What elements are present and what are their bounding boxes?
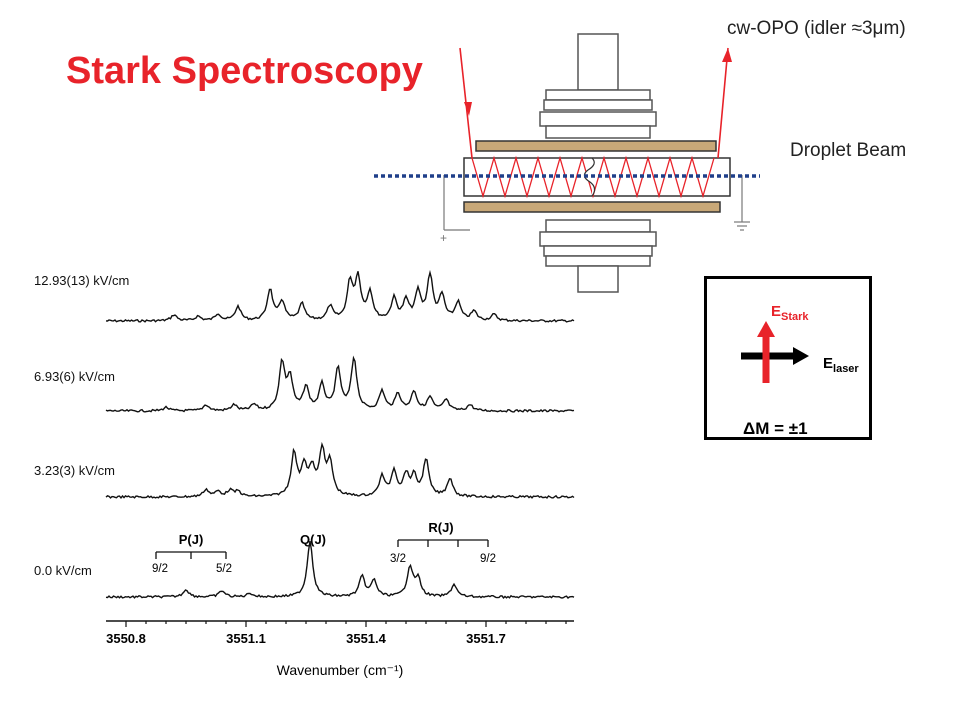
p-branch-label: P(J) xyxy=(179,532,204,547)
q-branch-label: Q(J) xyxy=(300,532,326,547)
laser-zigzag-path xyxy=(471,155,715,199)
spectrum-trace-0 xyxy=(105,269,575,323)
r-branch-end-label: 9/2 xyxy=(480,553,496,565)
trace-field-label: 3.23(3) kV/cm xyxy=(34,463,115,478)
bottom-electrode xyxy=(463,201,721,213)
field-arrows xyxy=(741,321,809,383)
x-tick-label: 3550.8 xyxy=(106,631,146,646)
trace-field-label: 0.0 kV/cm xyxy=(34,563,92,578)
spectrum-trace-1 xyxy=(105,355,575,413)
stark-spectra-chart: 12.93(13) kV/cm 6.93(6) kV/cm 3.23(3) kV/c… xyxy=(34,269,575,678)
trace-field-label: 6.93(6) kV/cm xyxy=(34,369,115,384)
cell-mount-top xyxy=(539,33,657,139)
spectrum-trace-2 xyxy=(105,441,575,500)
droplet-beam-label: Droplet Beam xyxy=(790,140,907,161)
stark-cell-diagram: + xyxy=(374,33,760,293)
branch-annotations: P(J) 9/2 5/2 Q(J) R(J) 3/2 9/2 xyxy=(152,520,496,575)
incoming-arrowhead-icon xyxy=(464,102,472,116)
laser-source-label: cw-OPO (idler ≈3μm) xyxy=(727,18,906,39)
e-laser-label: Elaser xyxy=(823,355,859,375)
x-axis-minor-ticks xyxy=(125,621,567,627)
x-axis-title: Wavenumber (cm⁻¹) xyxy=(277,662,404,678)
r-branch-start-label: 3/2 xyxy=(390,553,406,565)
stark-arrowhead-icon xyxy=(757,321,775,337)
top-electrode xyxy=(475,140,717,152)
electrode-wiring xyxy=(443,175,750,231)
trace-field-label: 12.93(13) kV/cm xyxy=(34,273,129,288)
p-branch-start-label: 9/2 xyxy=(152,563,168,575)
spectrum-trace-3 xyxy=(105,540,575,599)
outgoing-arrowhead-icon xyxy=(722,48,732,62)
x-tick-label: 3551.1 xyxy=(226,631,266,646)
cell-mount-bottom xyxy=(539,219,657,293)
x-tick-label: 3551.4 xyxy=(346,631,387,646)
positive-terminal: + xyxy=(440,231,447,245)
e-stark-label: EStark xyxy=(771,303,809,323)
slide-title: Stark Spectroscopy xyxy=(66,50,423,92)
laser-arrowhead-icon xyxy=(793,347,809,365)
delta-m-selection-rule: ΔM = ±1 xyxy=(743,419,808,438)
x-tick-label: 3551.7 xyxy=(466,631,506,646)
outgoing-laser-beam xyxy=(717,47,729,159)
p-branch-end-label: 5/2 xyxy=(216,563,232,575)
r-branch-label: R(J) xyxy=(428,520,453,535)
polarization-diagram: EStark Elaser ΔM = ±1 xyxy=(704,276,872,440)
